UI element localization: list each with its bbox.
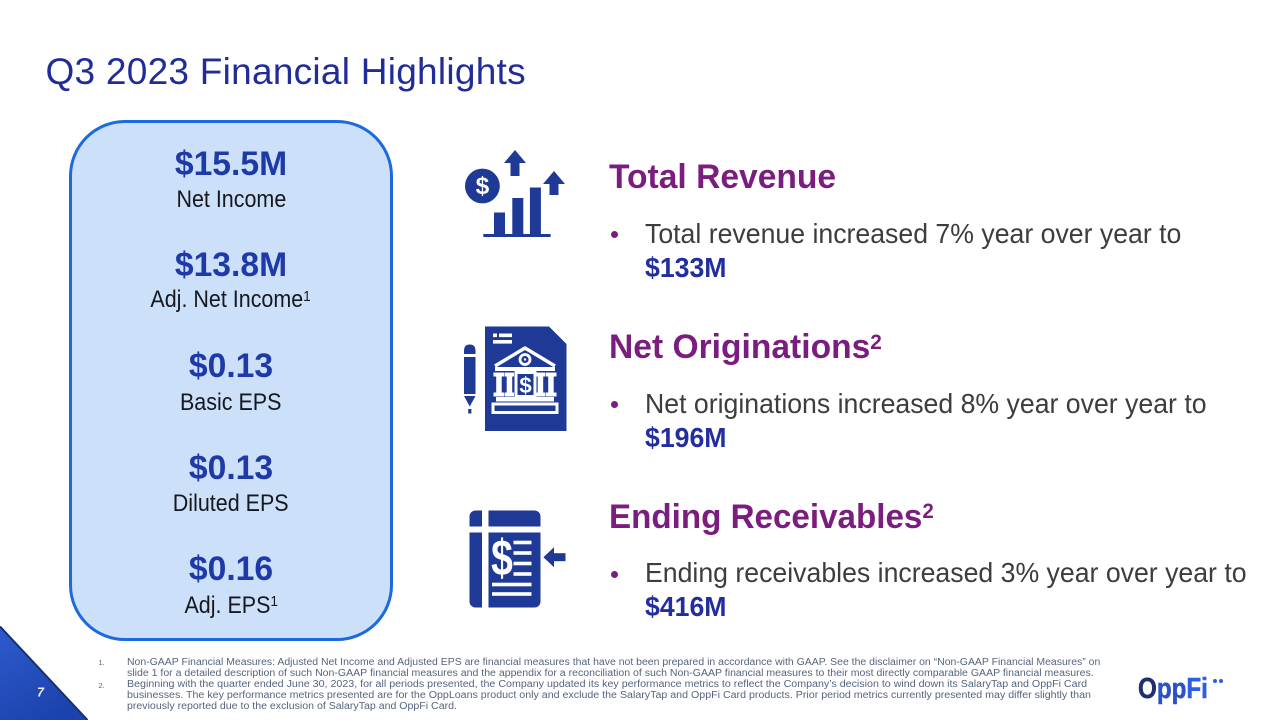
svg-text:7: 7 (37, 686, 45, 700)
